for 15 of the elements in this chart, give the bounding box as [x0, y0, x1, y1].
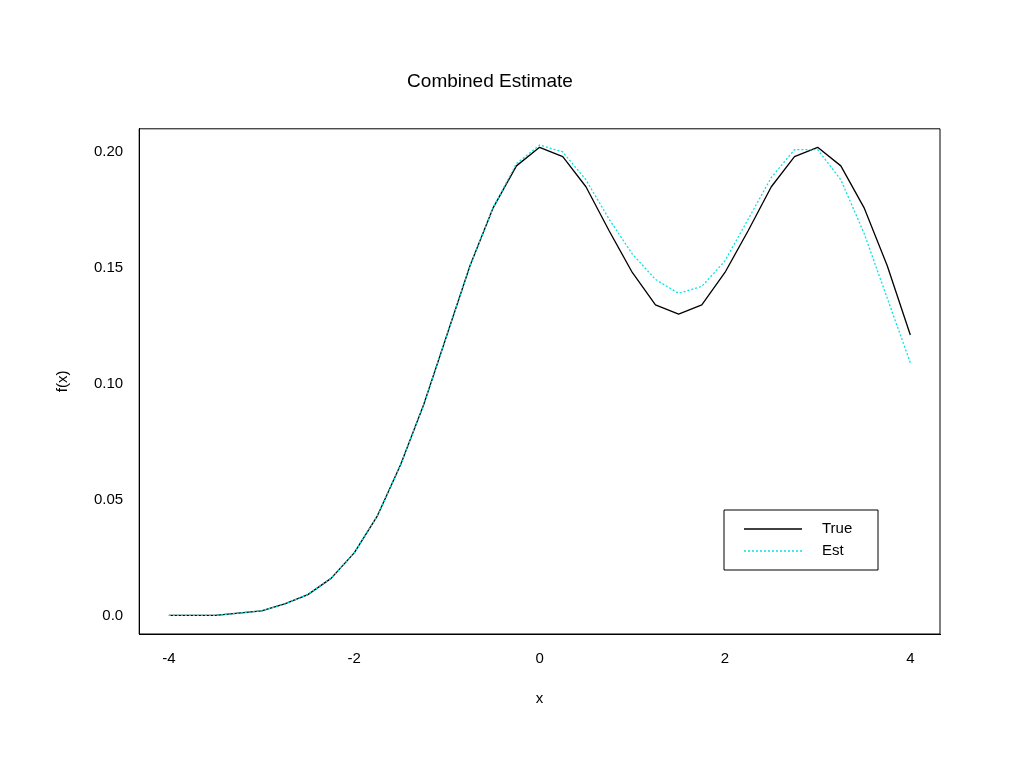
- x-tick-label: 0: [535, 649, 544, 667]
- y-tick-label: 0.05: [93, 489, 124, 507]
- legend-label: True: [822, 519, 853, 537]
- y-tick-label: 0.0: [102, 605, 124, 623]
- x-axis-title: x: [535, 689, 544, 707]
- y-axis-title: f(x): [53, 370, 71, 393]
- x-tick-label: 2: [720, 649, 730, 667]
- y-tick-label: 0.20: [93, 142, 124, 160]
- x-tick-label: -4: [162, 649, 176, 667]
- legend-label: Est: [822, 541, 845, 559]
- y-tick-label: 0.10: [93, 373, 124, 391]
- chart-title: Combined Estimate: [407, 69, 573, 91]
- x-tick-label: -2: [347, 649, 361, 667]
- x-tick-label: 4: [906, 649, 915, 667]
- y-tick-label: 0.15: [93, 257, 124, 275]
